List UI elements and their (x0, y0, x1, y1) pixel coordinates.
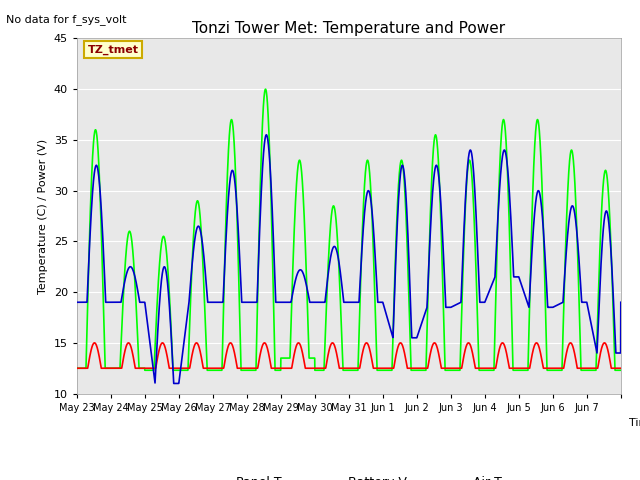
Text: TZ_tmet: TZ_tmet (88, 45, 139, 55)
Text: No data for f_sys_volt: No data for f_sys_volt (6, 14, 127, 25)
X-axis label: Time: Time (629, 419, 640, 429)
Y-axis label: Temperature (C) / Power (V): Temperature (C) / Power (V) (38, 138, 48, 294)
Legend: Panel T, Battery V, Air T: Panel T, Battery V, Air T (190, 471, 508, 480)
Title: Tonzi Tower Met: Temperature and Power: Tonzi Tower Met: Temperature and Power (192, 21, 506, 36)
